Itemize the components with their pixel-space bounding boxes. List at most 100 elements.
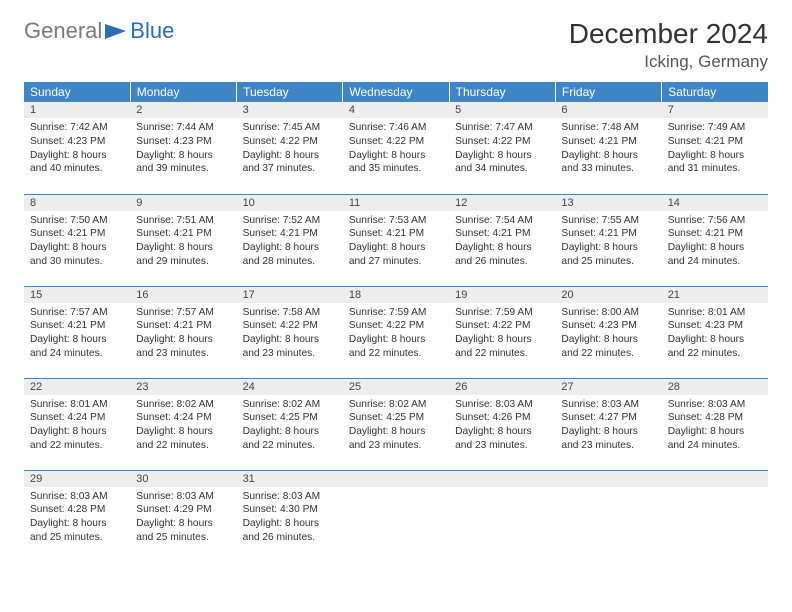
day-number: 8 xyxy=(24,195,130,211)
day-content: Sunrise: 7:56 AMSunset: 4:21 PMDaylight:… xyxy=(662,211,768,272)
day-number: 27 xyxy=(555,379,661,395)
calendar-cell: 2Sunrise: 7:44 AMSunset: 4:23 PMDaylight… xyxy=(130,102,236,194)
weekday-header: Friday xyxy=(555,82,661,102)
calendar-row: 1Sunrise: 7:42 AMSunset: 4:23 PMDaylight… xyxy=(24,102,768,194)
weekday-header: Sunday xyxy=(24,82,130,102)
day-content: Sunrise: 7:47 AMSunset: 4:22 PMDaylight:… xyxy=(449,118,555,179)
day-number-empty xyxy=(343,471,449,487)
day-number: 22 xyxy=(24,379,130,395)
logo-flag-icon xyxy=(104,22,128,40)
day-number: 30 xyxy=(130,471,236,487)
day-content: Sunrise: 7:53 AMSunset: 4:21 PMDaylight:… xyxy=(343,211,449,272)
calendar-row: 15Sunrise: 7:57 AMSunset: 4:21 PMDayligh… xyxy=(24,286,768,378)
calendar-cell: 12Sunrise: 7:54 AMSunset: 4:21 PMDayligh… xyxy=(449,194,555,286)
calendar-cell: 10Sunrise: 7:52 AMSunset: 4:21 PMDayligh… xyxy=(237,194,343,286)
calendar-table: SundayMondayTuesdayWednesdayThursdayFrid… xyxy=(24,82,768,562)
calendar-cell: 22Sunrise: 8:01 AMSunset: 4:24 PMDayligh… xyxy=(24,378,130,470)
day-number: 23 xyxy=(130,379,236,395)
calendar-cell: 4Sunrise: 7:46 AMSunset: 4:22 PMDaylight… xyxy=(343,102,449,194)
day-content: Sunrise: 8:03 AMSunset: 4:30 PMDaylight:… xyxy=(237,487,343,548)
calendar-cell: 1Sunrise: 7:42 AMSunset: 4:23 PMDaylight… xyxy=(24,102,130,194)
day-content: Sunrise: 7:57 AMSunset: 4:21 PMDaylight:… xyxy=(24,303,130,364)
calendar-cell: 29Sunrise: 8:03 AMSunset: 4:28 PMDayligh… xyxy=(24,470,130,562)
day-number-empty xyxy=(449,471,555,487)
calendar-cell xyxy=(555,470,661,562)
day-number: 24 xyxy=(237,379,343,395)
day-content: Sunrise: 7:42 AMSunset: 4:23 PMDaylight:… xyxy=(24,118,130,179)
calendar-cell: 23Sunrise: 8:02 AMSunset: 4:24 PMDayligh… xyxy=(130,378,236,470)
day-number: 10 xyxy=(237,195,343,211)
calendar-cell: 19Sunrise: 7:59 AMSunset: 4:22 PMDayligh… xyxy=(449,286,555,378)
day-number: 18 xyxy=(343,287,449,303)
weekday-header-row: SundayMondayTuesdayWednesdayThursdayFrid… xyxy=(24,82,768,102)
location-label: Icking, Germany xyxy=(569,52,768,72)
day-content: Sunrise: 8:03 AMSunset: 4:28 PMDaylight:… xyxy=(24,487,130,548)
day-number-empty xyxy=(555,471,661,487)
day-content: Sunrise: 8:03 AMSunset: 4:27 PMDaylight:… xyxy=(555,395,661,456)
calendar-cell: 7Sunrise: 7:49 AMSunset: 4:21 PMDaylight… xyxy=(662,102,768,194)
day-number: 13 xyxy=(555,195,661,211)
day-number: 31 xyxy=(237,471,343,487)
day-number: 3 xyxy=(237,102,343,118)
day-content: Sunrise: 7:49 AMSunset: 4:21 PMDaylight:… xyxy=(662,118,768,179)
calendar-row: 8Sunrise: 7:50 AMSunset: 4:21 PMDaylight… xyxy=(24,194,768,286)
day-content: Sunrise: 8:01 AMSunset: 4:24 PMDaylight:… xyxy=(24,395,130,456)
day-content: Sunrise: 7:44 AMSunset: 4:23 PMDaylight:… xyxy=(130,118,236,179)
logo-text-2: Blue xyxy=(130,18,174,44)
day-number: 20 xyxy=(555,287,661,303)
day-number: 21 xyxy=(662,287,768,303)
month-title: December 2024 xyxy=(569,18,768,50)
day-number: 16 xyxy=(130,287,236,303)
weekday-header: Tuesday xyxy=(237,82,343,102)
day-number: 19 xyxy=(449,287,555,303)
day-content: Sunrise: 8:02 AMSunset: 4:24 PMDaylight:… xyxy=(130,395,236,456)
day-content: Sunrise: 7:51 AMSunset: 4:21 PMDaylight:… xyxy=(130,211,236,272)
day-number: 11 xyxy=(343,195,449,211)
calendar-cell: 21Sunrise: 8:01 AMSunset: 4:23 PMDayligh… xyxy=(662,286,768,378)
calendar-cell: 28Sunrise: 8:03 AMSunset: 4:28 PMDayligh… xyxy=(662,378,768,470)
day-content: Sunrise: 8:03 AMSunset: 4:26 PMDaylight:… xyxy=(449,395,555,456)
calendar-row: 29Sunrise: 8:03 AMSunset: 4:28 PMDayligh… xyxy=(24,470,768,562)
weekday-header: Wednesday xyxy=(343,82,449,102)
calendar-cell xyxy=(343,470,449,562)
calendar-cell: 31Sunrise: 8:03 AMSunset: 4:30 PMDayligh… xyxy=(237,470,343,562)
day-number: 7 xyxy=(662,102,768,118)
day-number: 28 xyxy=(662,379,768,395)
day-content: Sunrise: 7:58 AMSunset: 4:22 PMDaylight:… xyxy=(237,303,343,364)
calendar-cell: 13Sunrise: 7:55 AMSunset: 4:21 PMDayligh… xyxy=(555,194,661,286)
calendar-cell: 15Sunrise: 7:57 AMSunset: 4:21 PMDayligh… xyxy=(24,286,130,378)
day-content: Sunrise: 7:54 AMSunset: 4:21 PMDaylight:… xyxy=(449,211,555,272)
day-number: 2 xyxy=(130,102,236,118)
calendar-cell: 6Sunrise: 7:48 AMSunset: 4:21 PMDaylight… xyxy=(555,102,661,194)
day-content: Sunrise: 7:55 AMSunset: 4:21 PMDaylight:… xyxy=(555,211,661,272)
day-number: 12 xyxy=(449,195,555,211)
day-content: Sunrise: 8:00 AMSunset: 4:23 PMDaylight:… xyxy=(555,303,661,364)
calendar-cell: 5Sunrise: 7:47 AMSunset: 4:22 PMDaylight… xyxy=(449,102,555,194)
calendar-cell: 14Sunrise: 7:56 AMSunset: 4:21 PMDayligh… xyxy=(662,194,768,286)
calendar-cell: 30Sunrise: 8:03 AMSunset: 4:29 PMDayligh… xyxy=(130,470,236,562)
day-number: 6 xyxy=(555,102,661,118)
day-content: Sunrise: 8:03 AMSunset: 4:28 PMDaylight:… xyxy=(662,395,768,456)
weekday-header: Monday xyxy=(130,82,236,102)
day-content: Sunrise: 8:02 AMSunset: 4:25 PMDaylight:… xyxy=(237,395,343,456)
calendar-cell: 26Sunrise: 8:03 AMSunset: 4:26 PMDayligh… xyxy=(449,378,555,470)
calendar-cell: 27Sunrise: 8:03 AMSunset: 4:27 PMDayligh… xyxy=(555,378,661,470)
calendar-cell: 18Sunrise: 7:59 AMSunset: 4:22 PMDayligh… xyxy=(343,286,449,378)
day-number: 17 xyxy=(237,287,343,303)
calendar-cell xyxy=(449,470,555,562)
day-number: 25 xyxy=(343,379,449,395)
title-block: December 2024 Icking, Germany xyxy=(569,18,768,72)
calendar-cell: 11Sunrise: 7:53 AMSunset: 4:21 PMDayligh… xyxy=(343,194,449,286)
day-content: Sunrise: 7:52 AMSunset: 4:21 PMDaylight:… xyxy=(237,211,343,272)
day-number-empty xyxy=(662,471,768,487)
day-number: 5 xyxy=(449,102,555,118)
calendar-cell: 9Sunrise: 7:51 AMSunset: 4:21 PMDaylight… xyxy=(130,194,236,286)
day-content: Sunrise: 8:02 AMSunset: 4:25 PMDaylight:… xyxy=(343,395,449,456)
day-number: 4 xyxy=(343,102,449,118)
day-number: 15 xyxy=(24,287,130,303)
day-number: 1 xyxy=(24,102,130,118)
day-content: Sunrise: 7:57 AMSunset: 4:21 PMDaylight:… xyxy=(130,303,236,364)
calendar-cell: 24Sunrise: 8:02 AMSunset: 4:25 PMDayligh… xyxy=(237,378,343,470)
calendar-cell: 8Sunrise: 7:50 AMSunset: 4:21 PMDaylight… xyxy=(24,194,130,286)
day-number: 29 xyxy=(24,471,130,487)
